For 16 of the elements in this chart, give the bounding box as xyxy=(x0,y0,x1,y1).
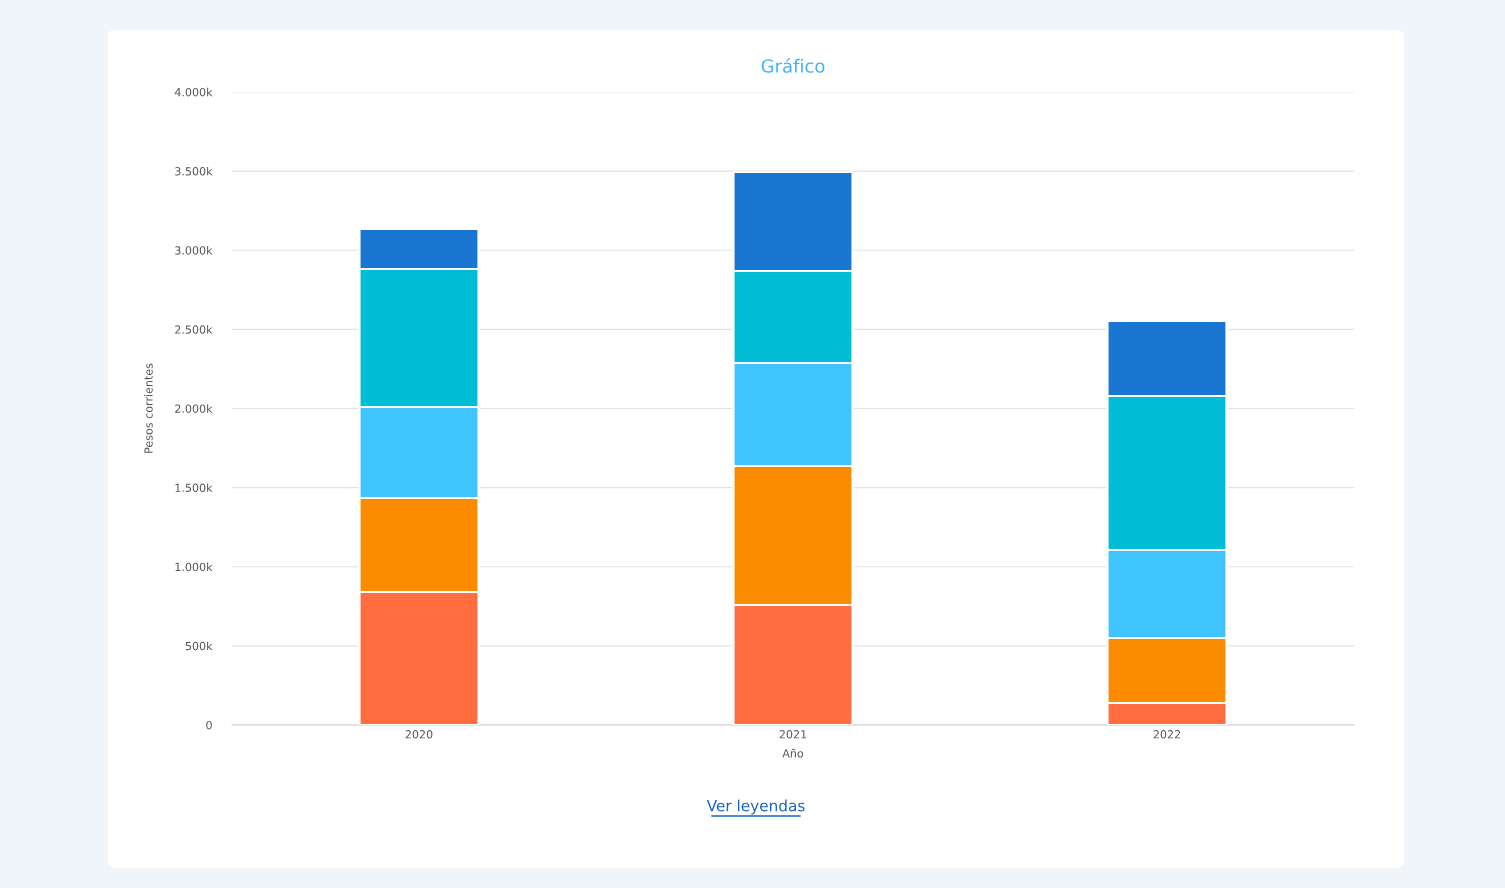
x-tick-label: 2021 xyxy=(779,730,807,739)
y-tick-label: 3.500k xyxy=(175,166,213,176)
y-tick-label: 2.000k xyxy=(175,404,213,413)
x-axis-title: Año xyxy=(782,748,804,758)
y-tick-label: 2.500k xyxy=(175,325,213,334)
y-tick-label: 3.000k xyxy=(175,246,213,255)
text: Ver leyendas xyxy=(706,799,805,815)
y-axis-title: Pesos corrientes xyxy=(144,363,153,453)
y-tick-label: 4.000k xyxy=(174,87,213,97)
chart-title: Gráfico xyxy=(761,58,825,73)
x-tick-label: 2022 xyxy=(1153,730,1181,739)
y-tick-label: 500k xyxy=(185,641,213,651)
y-tick-label: 1.500k xyxy=(175,483,213,492)
y-tick-label: 0 xyxy=(206,720,212,730)
y-tick-label: 1.000k xyxy=(175,562,213,572)
x-tick-label: 2020 xyxy=(405,730,433,739)
